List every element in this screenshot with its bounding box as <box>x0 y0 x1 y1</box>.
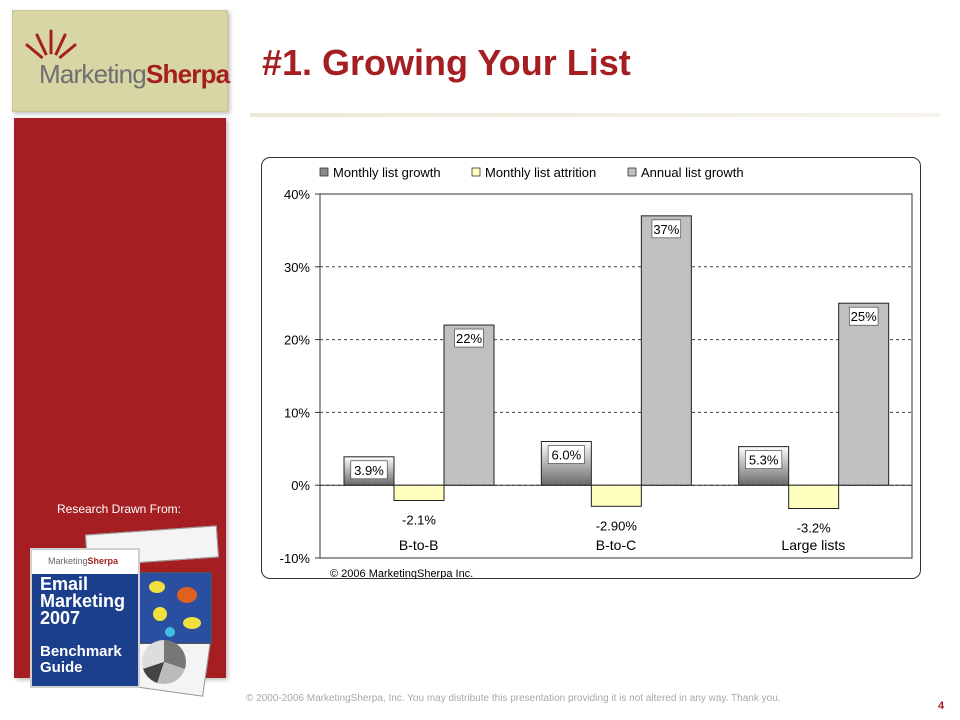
guide-title: Email Marketing 2007 <box>40 574 126 628</box>
guide-subtitle-line: Benchmark <box>40 643 122 660</box>
y-tick-label: 0% <box>291 478 310 493</box>
sun-rays-icon <box>25 29 77 69</box>
y-tick-label: 10% <box>284 405 310 420</box>
heatmap-spot <box>177 587 197 603</box>
heatmap-spot <box>165 627 175 637</box>
bar-monthly-list-attrition <box>590 484 642 507</box>
data-label: 25% <box>851 309 877 324</box>
legend-swatch <box>627 167 637 177</box>
pie-thumbnail <box>142 640 186 684</box>
page-number: 4 <box>938 700 945 712</box>
data-label: -3.2% <box>797 520 831 535</box>
guide-brand: MarketingSherpa <box>48 556 118 566</box>
brand-name-part1: Marketing <box>39 59 147 89</box>
x-category-label: Large lists <box>781 537 845 553</box>
y-tick-label: 30% <box>284 260 310 275</box>
bar-chart: 40% 30% 20% 10% 0% -10% 3.9% -2.1% 22% B-to-B 6.0%… <box>280 165 913 578</box>
plot-area <box>319 193 913 559</box>
legend-swatch <box>471 167 481 177</box>
guide-cover-header <box>32 550 138 574</box>
research-drawn-from-label: Research Drawn From: <box>56 502 182 516</box>
bar-annual-list-growth <box>838 302 890 486</box>
guide-subtitle-line: Guide <box>40 659 83 676</box>
data-label-box <box>350 460 388 480</box>
data-label: -2.1% <box>402 512 436 527</box>
data-label-box <box>848 306 879 326</box>
heatmap-spot <box>153 607 167 621</box>
data-label-box <box>745 450 783 469</box>
title-divider <box>250 113 940 117</box>
guide-subtitle: Benchmark Guide <box>40 644 122 676</box>
data-label: 6.0% <box>552 448 582 463</box>
brand-logo-text: MarketingSherpa <box>39 59 230 90</box>
y-tick-label: 20% <box>284 333 310 348</box>
guide-title-line: Marketing <box>40 591 126 611</box>
heatmap-thumbnail <box>138 572 212 644</box>
bar-monthly-list-attrition <box>788 484 840 509</box>
chart-source-note: © 2006 MarketingSherpa Inc. <box>330 568 473 578</box>
guide-title-line: 2007 <box>40 608 81 628</box>
heatmap-spot <box>149 581 165 593</box>
data-label-box <box>547 445 585 464</box>
data-label: 3.9% <box>354 463 384 478</box>
y-tick-label: -10% <box>280 551 311 566</box>
data-label: -2.90% <box>596 518 638 533</box>
brand-logo: MarketingSherpa <box>12 10 230 112</box>
x-category-label: B-to-B <box>399 537 439 553</box>
legend-label: Annual list growth <box>641 165 744 180</box>
benchmark-guide-illustration: MarketingSherpa Email Marketing 2007 Ben… <box>26 525 226 697</box>
legend-label: Monthly list attrition <box>485 165 596 180</box>
data-label: 22% <box>456 331 482 346</box>
chart-container: 40% 30% 20% 10% 0% -10% 3.9% -2.1% 22% B-to-B 6.0%… <box>261 157 921 579</box>
data-label-box <box>454 328 484 348</box>
slide-title: #1. Growing Your List <box>262 42 631 83</box>
guide-title-line: Email <box>40 574 89 594</box>
guide-brand-part2: Sherpa <box>87 556 119 566</box>
copyright-footer: © 2000-2006 MarketingSherpa, Inc. You ma… <box>246 693 781 704</box>
legend-label: Monthly list growth <box>333 165 441 180</box>
data-label-box <box>651 219 682 239</box>
heatmap-spot <box>183 617 201 629</box>
bar-annual-list-growth <box>640 215 692 486</box>
bar-monthly-list-attrition <box>393 484 445 501</box>
x-category-label: B-to-C <box>596 537 636 553</box>
legend-swatch <box>319 167 329 177</box>
guide-brand-part1: Marketing <box>48 556 88 566</box>
y-tick-label: 40% <box>284 187 310 202</box>
brand-name-part2: Sherpa <box>145 59 230 89</box>
data-label: 5.3% <box>749 453 779 468</box>
data-label: 37% <box>653 222 679 237</box>
bar-annual-list-growth <box>443 324 495 486</box>
guide-cover: MarketingSherpa Email Marketing 2007 Ben… <box>30 548 140 688</box>
